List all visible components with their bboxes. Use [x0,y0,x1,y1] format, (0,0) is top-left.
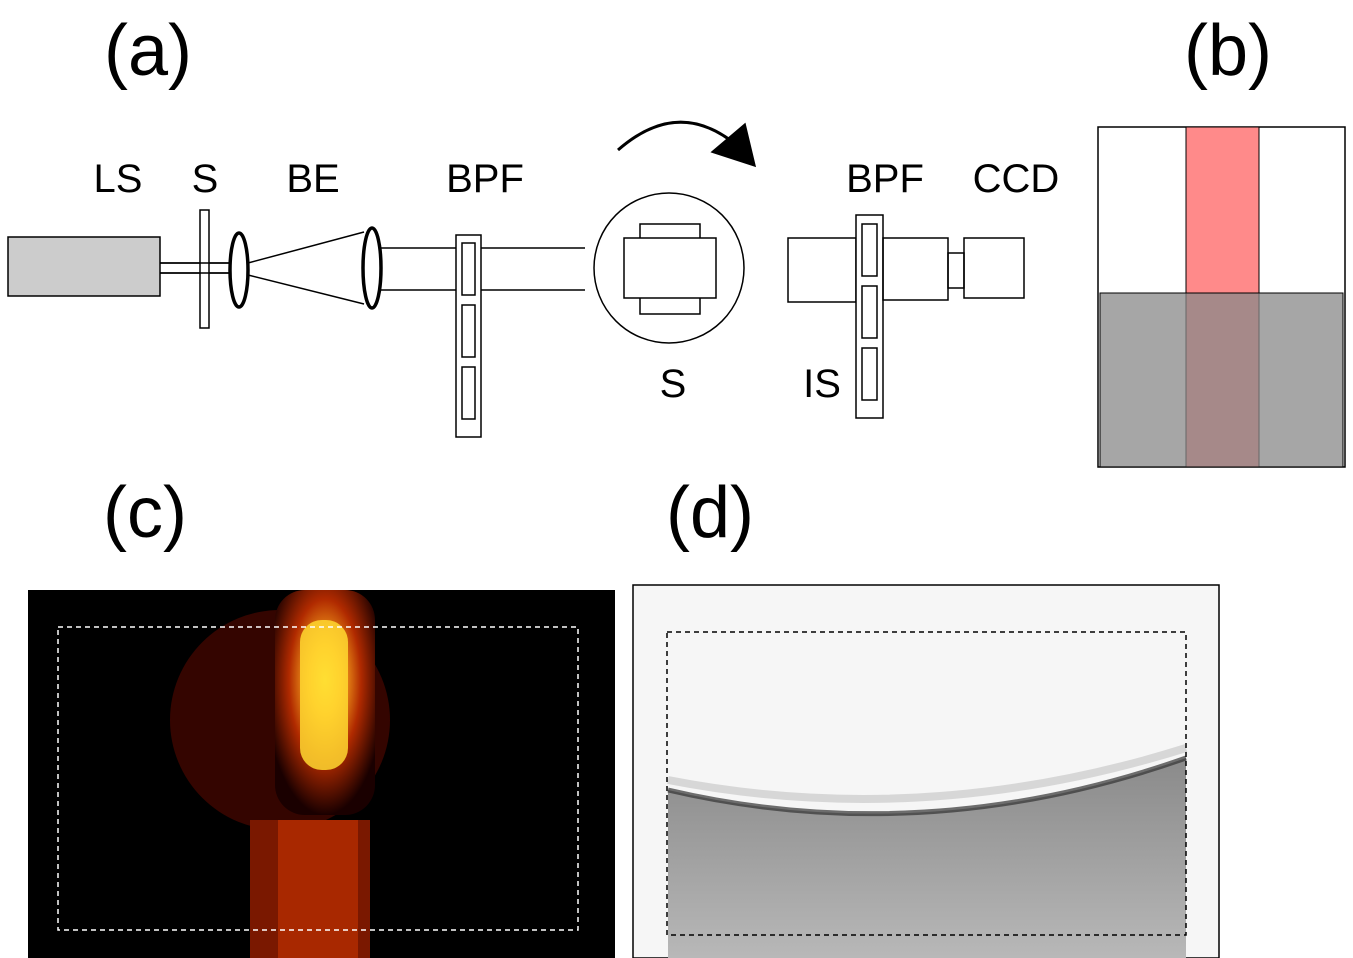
figure: (a) (b) (c) (d) LS S BE BPF BPF CCD S IS [0,0,1353,958]
component-label: BPF [446,157,524,201]
component-label: BPF [846,157,924,201]
component-label: S [192,157,219,201]
panel-label: (c) [103,473,187,553]
component-label: LS [94,157,143,201]
panel-label: (d) [666,473,754,553]
component-label: CCD [973,157,1060,201]
sample-sketch [1098,127,1345,467]
panel-label: (a) [104,11,192,91]
fluorescence-image [28,590,615,958]
component-label: S [660,362,687,406]
component-label: IS [803,362,841,406]
component-label: BE [286,157,339,201]
transmission-image [633,585,1219,958]
panel-label: (b) [1184,11,1272,91]
